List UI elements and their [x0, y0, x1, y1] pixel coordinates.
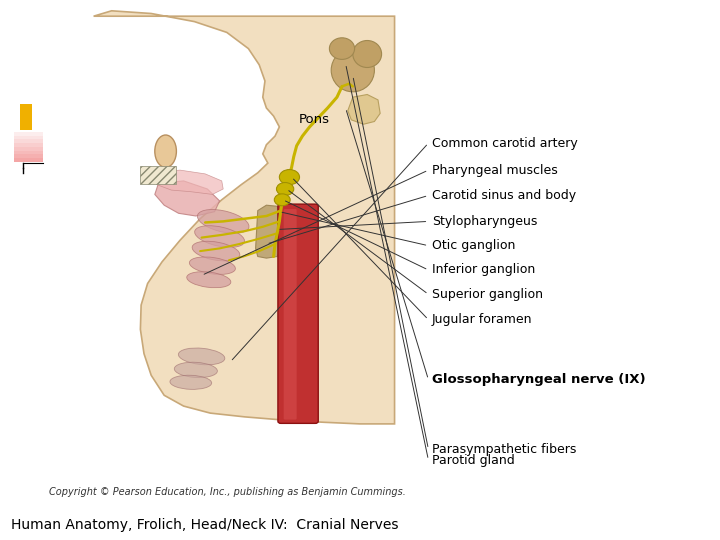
Text: Carotid sinus and body: Carotid sinus and body	[432, 189, 576, 202]
Ellipse shape	[353, 40, 382, 68]
Bar	[14, 136, 43, 139]
Bar	[14, 139, 43, 143]
Ellipse shape	[179, 348, 225, 365]
Text: Inferior ganglion: Inferior ganglion	[432, 264, 535, 276]
Circle shape	[279, 170, 300, 185]
Circle shape	[274, 194, 290, 206]
Ellipse shape	[192, 241, 240, 261]
Text: Pharyngeal muscles: Pharyngeal muscles	[432, 164, 558, 177]
Ellipse shape	[197, 210, 249, 233]
Bar	[14, 151, 43, 154]
Bar	[14, 158, 43, 162]
Ellipse shape	[189, 257, 235, 274]
Text: Superior ganglion: Superior ganglion	[432, 288, 543, 301]
Bar	[14, 154, 43, 158]
Text: Glossopharyngeal nerve (IX): Glossopharyngeal nerve (IX)	[432, 373, 646, 386]
Circle shape	[276, 183, 294, 195]
Ellipse shape	[329, 38, 355, 59]
FancyBboxPatch shape	[278, 204, 318, 423]
Text: Otic ganglion: Otic ganglion	[432, 239, 516, 252]
Text: Pons: Pons	[299, 113, 330, 126]
FancyBboxPatch shape	[140, 166, 176, 184]
Ellipse shape	[174, 362, 217, 377]
Text: Copyright © Pearson Education, Inc., publishing as Benjamin Cummings.: Copyright © Pearson Education, Inc., pub…	[49, 488, 406, 497]
Bar	[20, 104, 32, 130]
Polygon shape	[256, 205, 281, 258]
Bar	[14, 132, 43, 136]
FancyBboxPatch shape	[284, 209, 297, 420]
Bar	[14, 147, 43, 151]
Polygon shape	[155, 181, 220, 216]
Text: Common carotid artery: Common carotid artery	[432, 137, 577, 150]
Ellipse shape	[155, 135, 176, 167]
Polygon shape	[155, 170, 223, 194]
Ellipse shape	[170, 375, 212, 389]
Ellipse shape	[194, 226, 245, 247]
Text: Human Anatomy, Frolich, Head/Neck IV:  Cranial Nerves: Human Anatomy, Frolich, Head/Neck IV: Cr…	[11, 518, 398, 532]
Text: Jugular foramen: Jugular foramen	[432, 313, 533, 326]
Text: Stylopharyngeus: Stylopharyngeus	[432, 215, 537, 228]
Polygon shape	[348, 94, 380, 124]
Text: Parasympathetic fibers: Parasympathetic fibers	[432, 443, 577, 456]
Bar	[14, 143, 43, 147]
Ellipse shape	[186, 272, 231, 288]
Polygon shape	[94, 11, 395, 424]
Ellipse shape	[331, 49, 374, 92]
Text: Parotid gland: Parotid gland	[432, 454, 515, 467]
